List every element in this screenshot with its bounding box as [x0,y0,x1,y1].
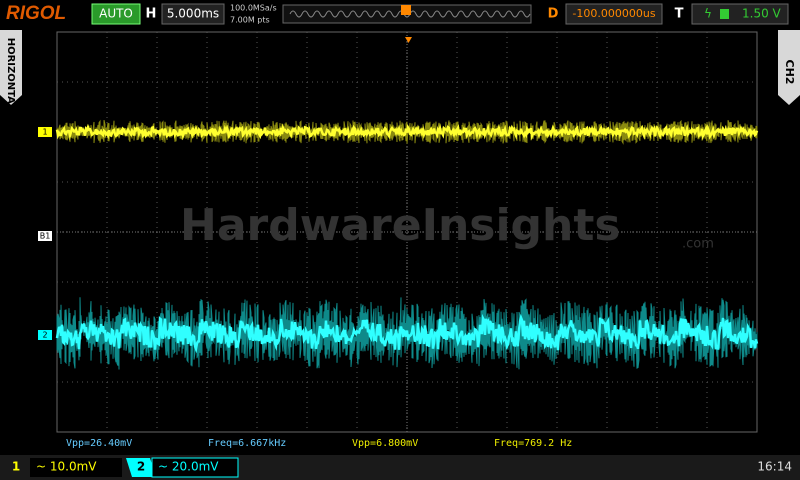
mode: AUTO [99,7,133,21]
memory-depth: 7.00M pts [230,16,270,25]
delay-box[interactable] [565,3,663,25]
left-tab[interactable] [0,30,22,105]
right-tab[interactable] [778,30,800,105]
delay: -100.000000us [572,7,655,20]
watermark-suffix: .com [682,237,714,252]
left-tab-label: HORIZONTAL [5,38,16,111]
ch2-scale-box[interactable] [151,457,239,478]
graticule [56,31,758,433]
ref-marker [38,231,52,241]
ch1-marker-label: 1 [42,128,47,137]
delay-label: D [548,7,559,22]
trigger-edge-icon: ϟ [704,7,712,21]
brand: RIGOL [6,3,66,24]
trigger-pos-marker [401,5,411,15]
clock: 16:14 [757,460,792,474]
ch1-scale: ~ 10.0mV [36,460,97,474]
ch1-num: 1 [12,460,20,474]
trigger-marker [405,37,412,43]
ch2-marker [38,330,52,340]
ch2-num: 2 [137,460,145,474]
ch1-num-box[interactable] [4,458,28,477]
waveforms [55,119,759,370]
ch2-scale: ~ 20.0mV [158,460,219,474]
trace-core [55,123,759,141]
ch1-scale-box[interactable] [30,458,122,477]
trigger-level: 1.50 V [742,7,782,21]
right-tab-label: CH2 [783,60,796,85]
trigger-box[interactable] [691,3,789,25]
timebase-box[interactable] [161,3,225,25]
watermark: HardwareInsights [180,200,621,251]
trigger-label: T [675,7,684,22]
ch2-num-box[interactable] [126,458,156,477]
sample-rate: 100.0MSa/s [230,4,277,13]
measurement: Freq=6.667kHz [208,438,286,449]
mode-box[interactable] [91,3,141,25]
measurement: Vpp=6.800mV [352,438,418,449]
ch1-marker [38,127,52,137]
ref-marker-label: B1 [40,232,51,241]
trigger-source-icon [720,9,729,19]
ch2-marker-label: 2 [42,331,47,340]
timebase: 5.000ms [167,7,219,21]
measurement: Vpp=26.40mV [66,438,132,449]
measurement: Freq=769.2 Hz [494,438,572,449]
h-label: H [146,7,157,22]
trace-core [55,313,759,354]
